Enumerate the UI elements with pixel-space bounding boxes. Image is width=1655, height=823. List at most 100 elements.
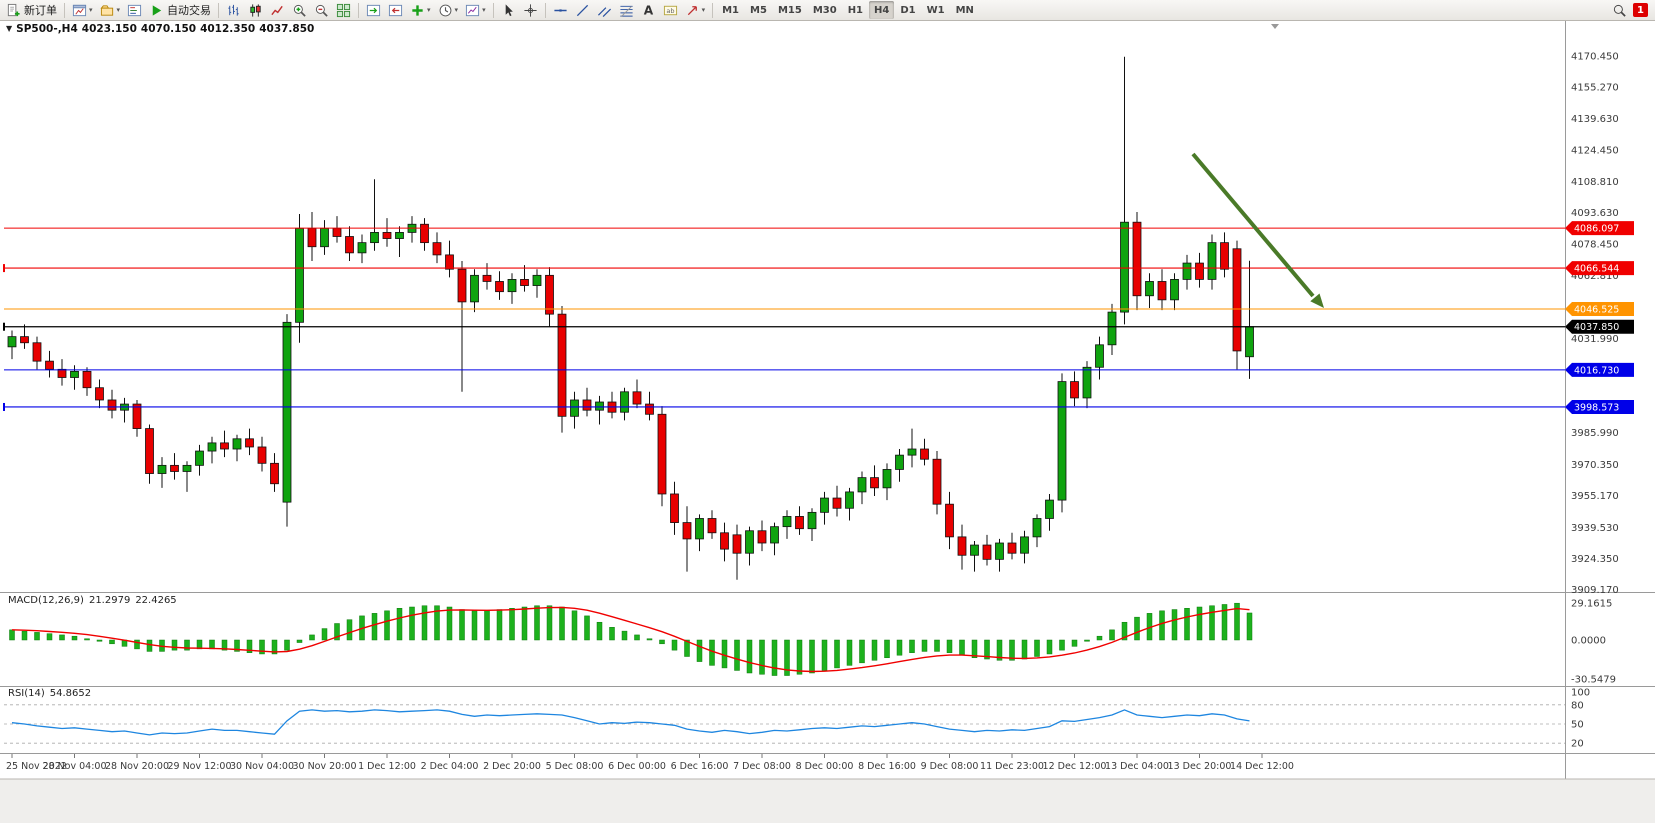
macd-bar — [721, 639, 728, 669]
timeframe-d1[interactable]: D1 — [900, 4, 916, 16]
timeframe-m30[interactable]: M30 — [812, 4, 837, 16]
candle — [857, 477, 867, 493]
svg-text:4170.450: 4170.450 — [1571, 51, 1619, 62]
candle — [707, 518, 717, 534]
svg-text:11 Dec 23:00: 11 Dec 23:00 — [980, 761, 1044, 772]
macd-name: MACD(12,26,9) — [8, 595, 84, 606]
periods-button[interactable]: ▾ — [435, 1, 462, 19]
notification-badge[interactable]: 1 — [1633, 3, 1648, 17]
zoom-out-button[interactable] — [311, 1, 332, 19]
candle — [820, 497, 829, 513]
profiles-icon — [99, 3, 115, 18]
indicators-icon — [410, 3, 425, 18]
price-tag[interactable] — [1565, 319, 1634, 334]
templates-button[interactable]: ▾ — [462, 1, 489, 19]
chart-window[interactable]: 4170.450 4155.270 4139.630 4124.450 4108.810… — [0, 21, 1655, 823]
market-watch-button[interactable] — [124, 1, 145, 19]
trendline-button[interactable] — [572, 1, 593, 19]
chart-shift-marker[interactable] — [1271, 24, 1279, 29]
cursor-button[interactable] — [498, 1, 519, 19]
search-button[interactable] — [1609, 1, 1630, 19]
candle — [445, 254, 454, 270]
profiles-button[interactable]: ▾ — [97, 1, 124, 19]
macd-bar — [709, 639, 715, 666]
arrows-button[interactable]: ▾ — [682, 1, 709, 19]
timeframe-w1[interactable]: W1 — [926, 4, 945, 16]
timeframe-mn[interactable]: MN — [955, 4, 974, 16]
price-axis[interactable]: 4170.450 4155.270 4139.630 4124.450 4108.810… — [1565, 51, 1634, 596]
svg-text:14 Dec 12:00: 14 Dec 12:00 — [1230, 761, 1294, 772]
macd-bar — [384, 610, 390, 641]
price-tag[interactable] — [1565, 362, 1634, 377]
svg-text:25 Nov 2022: 25 Nov 2022 — [6, 761, 67, 772]
candle — [1245, 326, 1254, 358]
new-order-icon — [6, 3, 21, 18]
macd-bar — [596, 621, 603, 641]
text-label-icon: ab — [663, 3, 678, 18]
timeframe-m1[interactable]: M1 — [722, 4, 740, 16]
candle — [1145, 281, 1154, 297]
macd-bar — [1021, 639, 1028, 660]
candle — [532, 274, 542, 286]
candle — [1157, 281, 1167, 301]
line-chart-button[interactable] — [267, 1, 288, 19]
ohlc-bars-button[interactable] — [223, 1, 244, 19]
chart-header: ▼ SP500-,H4 4023.150 4070.150 4012.350 4037.8… — [6, 23, 318, 35]
macd-bar — [971, 639, 978, 659]
fibonacci-button[interactable] — [616, 1, 637, 19]
candle — [45, 360, 54, 370]
macd-bar — [446, 606, 453, 641]
tile-windows-button[interactable] — [333, 1, 354, 19]
candlestick-button[interactable] — [245, 1, 266, 19]
autotrading-button[interactable]: 自动交易 — [146, 1, 214, 19]
macd-bar — [946, 639, 953, 653]
collapse-chart-icon[interactable]: ▼ — [6, 24, 13, 33]
horizontal-line-button[interactable] — [550, 1, 571, 19]
chart-shift-button[interactable] — [385, 1, 406, 19]
macd-bar — [1221, 604, 1228, 641]
chart-window-button[interactable]: ▾ — [69, 1, 96, 19]
timeframe-m15[interactable]: M15 — [777, 4, 802, 16]
price-tag[interactable] — [1565, 399, 1634, 414]
candle — [220, 442, 229, 450]
macd-bar — [471, 610, 478, 641]
price-tag[interactable] — [1565, 221, 1634, 236]
timeframe-h4[interactable]: H4 — [869, 1, 895, 19]
svg-text:4066.544: 4066.544 — [1574, 264, 1619, 275]
candle — [257, 446, 267, 464]
macd-bar — [309, 634, 315, 641]
price-tag[interactable] — [1565, 301, 1634, 316]
chart-shift-icon — [388, 3, 403, 18]
ohlc-bars-icon — [226, 3, 241, 18]
new-order-button[interactable]: 新订单 — [3, 1, 60, 19]
macd-bar — [809, 639, 815, 674]
timeframe-m5[interactable]: M5 — [750, 4, 767, 16]
macd-bar — [421, 605, 428, 641]
macd-bar — [921, 639, 928, 652]
trendline-icon — [575, 3, 590, 18]
text-button[interactable]: A — [638, 1, 659, 19]
indicators-button[interactable]: ▾ — [407, 1, 434, 19]
candle — [1232, 248, 1242, 352]
trend-arrow[interactable] — [1191, 152, 1315, 298]
zoom-in-button[interactable] — [289, 1, 310, 19]
auto-scroll-button[interactable] — [363, 1, 384, 19]
channel-button[interactable] — [594, 1, 615, 19]
macd-bar — [784, 639, 790, 676]
price-tag[interactable] — [1565, 261, 1634, 276]
chart-area[interactable] — [0, 21, 1655, 823]
svg-text:29.1615: 29.1615 — [1571, 598, 1612, 609]
timeframe-h1[interactable]: H1 — [847, 4, 864, 16]
candle — [307, 227, 317, 248]
macd-bar — [671, 639, 678, 651]
toolbar-separator — [544, 2, 546, 18]
candle — [70, 370, 79, 378]
candle — [770, 526, 779, 544]
text-label-button[interactable]: ab — [660, 1, 681, 19]
macd-bar — [184, 639, 190, 651]
candle — [632, 391, 642, 405]
macd-bar — [459, 609, 465, 641]
macd-bar — [771, 639, 778, 676]
crosshair-button[interactable] — [520, 1, 541, 19]
